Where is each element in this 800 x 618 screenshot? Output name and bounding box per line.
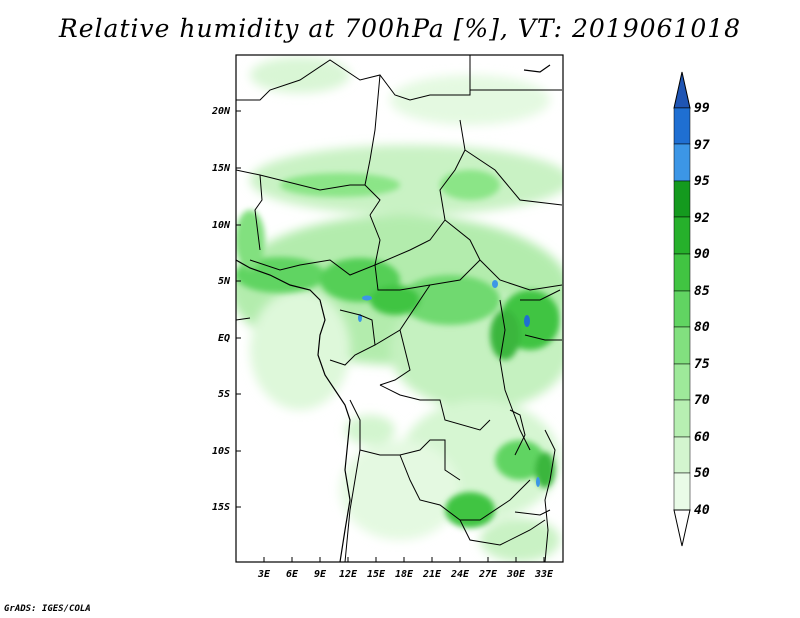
lon-label-33e: 33E — [534, 569, 554, 580]
colorbar-segment — [673, 399, 691, 438]
lon-label-24e: 24E — [450, 569, 470, 580]
coastline — [236, 64, 551, 562]
colorbar-segment — [673, 436, 691, 474]
colorbar-segment — [673, 363, 691, 401]
map-frame — [235, 54, 564, 563]
lon-label-6e: 6E — [286, 569, 299, 580]
lake-chad-marker — [362, 295, 372, 301]
colorbar-segment — [673, 107, 691, 145]
lon-label-30e: 30E — [506, 569, 526, 580]
colorbar-segment — [673, 253, 691, 292]
lat-label-15s: 15S — [212, 502, 230, 513]
lon-axis: 3E 6E 9E 12E 15E 18E 21E 24E 27E 30E 33E — [257, 557, 554, 580]
colorbar-label: 90 — [694, 247, 710, 262]
country-borders — [236, 55, 563, 562]
colorbar-label: 92 — [694, 211, 710, 226]
lon-label-21e: 21E — [422, 569, 442, 580]
lon-label-18e: 18E — [395, 569, 414, 580]
colorbar-label: 80 — [694, 320, 710, 335]
lon-label-9e: 9E — [314, 569, 327, 580]
colorbar-segment — [673, 472, 691, 511]
lon-label-15e: 15E — [367, 569, 386, 580]
colorbar-label: 95 — [694, 174, 710, 189]
lat-label-5s: 5S — [218, 389, 230, 400]
colorbar-bottom-arrow — [673, 509, 691, 547]
lon-label-12e: 12E — [339, 569, 358, 580]
chart-title: Relative humidity at 700hPa [%], VT: 201… — [58, 14, 742, 43]
colorbar-label: 50 — [694, 466, 710, 481]
colorbar-label: 99 — [694, 101, 710, 116]
colorbar-label: 70 — [694, 393, 710, 408]
colorbar-label: 97 — [694, 138, 710, 153]
colorbar-label: 85 — [694, 284, 710, 299]
colorbar-label: 75 — [694, 357, 710, 372]
colorbar-segment — [673, 216, 691, 255]
lake-small-marker — [358, 314, 362, 322]
humidity-field — [236, 55, 563, 562]
lake-albert-marker — [492, 280, 498, 288]
lat-label-10s: 10S — [212, 446, 230, 457]
grads-credit: GrADS: IGES/COLA — [4, 604, 91, 614]
lat-label-15n: 15N — [212, 163, 231, 174]
lat-label-5n: 5N — [218, 276, 231, 287]
lat-label-10n: 10N — [212, 220, 231, 231]
colorbar-label: 40 — [694, 503, 710, 518]
colorbar-segment — [673, 290, 691, 328]
colorbar-segment — [673, 143, 691, 182]
colorbar-segment — [673, 180, 691, 218]
colorbar-segment — [673, 326, 691, 365]
lake-malawi-marker — [536, 477, 540, 487]
colorbar-label: 60 — [694, 430, 710, 445]
lakes — [358, 280, 540, 487]
lat-axis: 20N 15N 10N 5N EQ 5S 10S 15S — [211, 106, 241, 513]
lat-label-20n: 20N — [211, 106, 231, 117]
lon-label-27e: 27E — [478, 569, 498, 580]
lon-label-3e: 3E — [257, 569, 271, 580]
colorbar-top-arrow — [673, 71, 691, 109]
colorbar: 99 97 95 92 90 85 80 75 70 60 50 40 — [673, 71, 710, 547]
lake-victoria-marker — [524, 315, 530, 327]
lat-label-eq: EQ — [218, 333, 230, 344]
humidity-high-layer — [236, 170, 560, 528]
